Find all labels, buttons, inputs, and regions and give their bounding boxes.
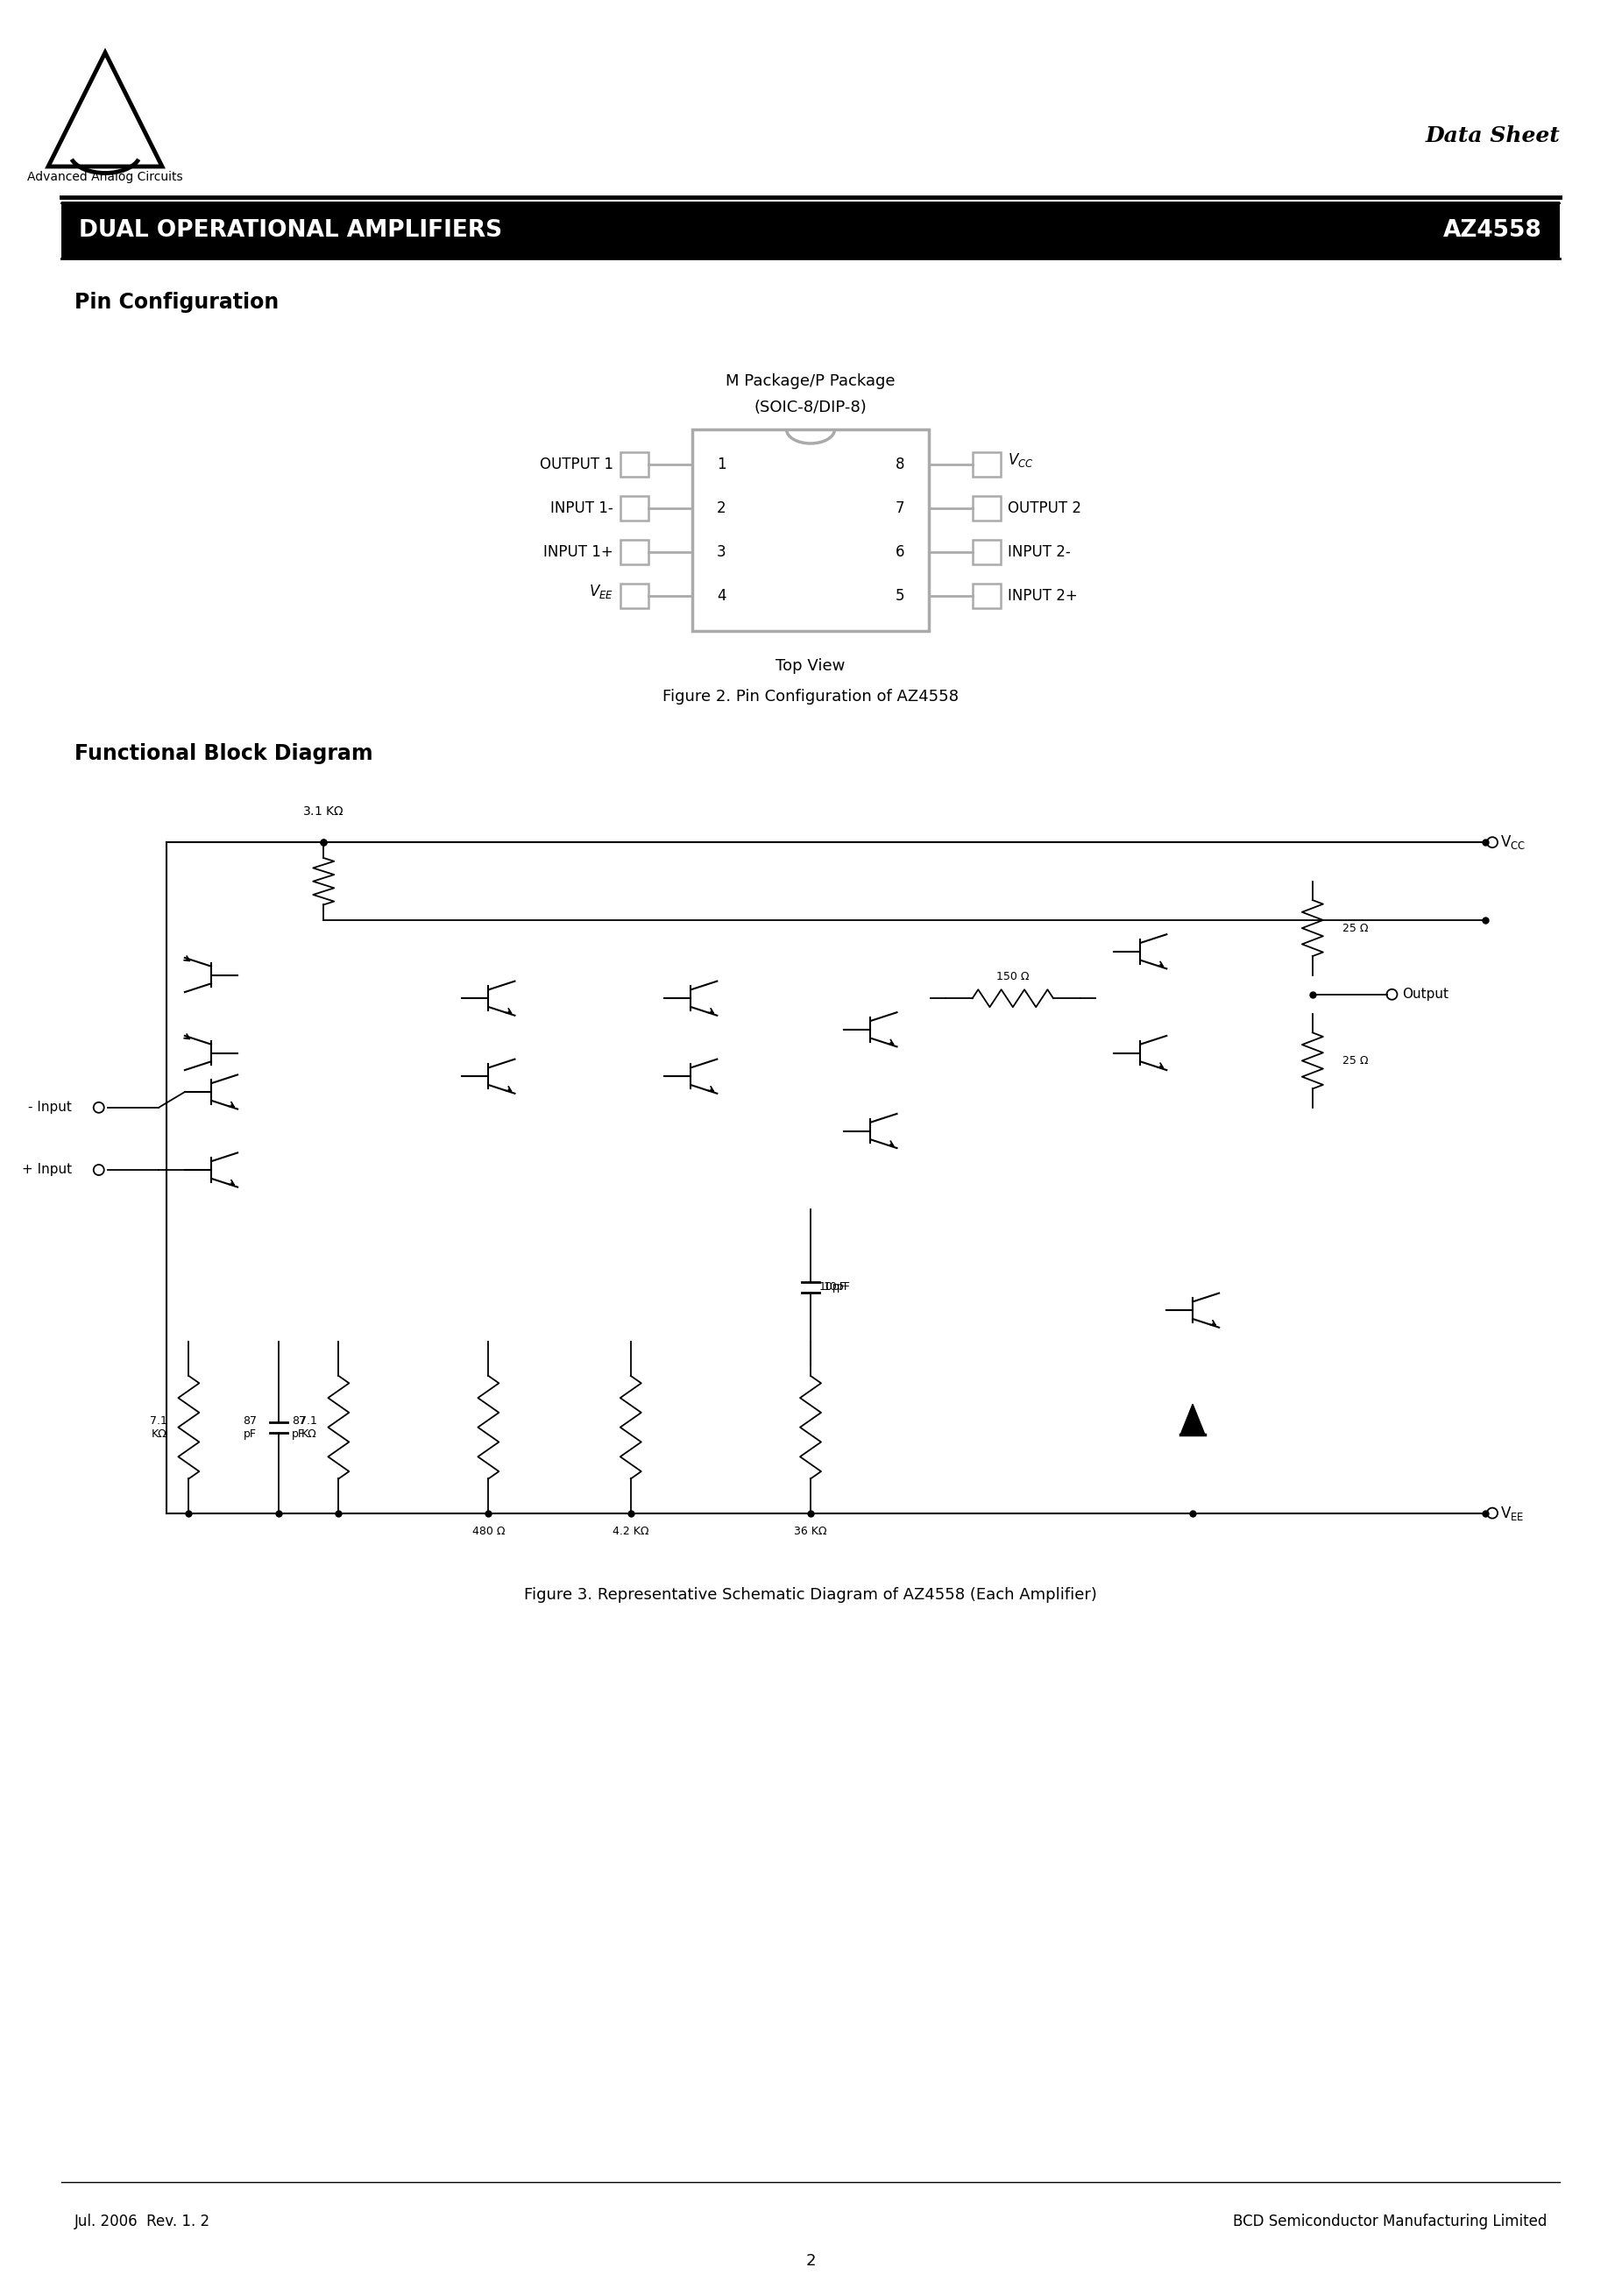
Text: 4: 4 [717, 588, 727, 604]
Text: 87
pF: 87 pF [243, 1414, 256, 1440]
Text: $V_{EE}$: $V_{EE}$ [589, 583, 613, 599]
Text: 87
pF: 87 pF [292, 1414, 307, 1440]
Text: $\mathregular{V_{EE}}$: $\mathregular{V_{EE}}$ [1500, 1504, 1525, 1522]
Text: BCD Semiconductor Manufacturing Limited: BCD Semiconductor Manufacturing Limited [1233, 2213, 1547, 2229]
Text: 25 Ω: 25 Ω [1343, 923, 1369, 934]
Text: 7.1
KΩ: 7.1 KΩ [149, 1414, 167, 1440]
Text: $V_{CC}$: $V_{CC}$ [1007, 452, 1033, 468]
Text: M Package/P Package: M Package/P Package [725, 374, 895, 388]
Text: INPUT 1-: INPUT 1- [550, 501, 613, 517]
Text: 150 Ω: 150 Ω [996, 971, 1030, 983]
Text: Top View: Top View [775, 659, 845, 675]
Text: 7.1
KΩ: 7.1 KΩ [300, 1414, 318, 1440]
Text: INPUT 1+: INPUT 1+ [543, 544, 613, 560]
Text: + Input: + Input [21, 1164, 71, 1176]
Text: INPUT 2-: INPUT 2- [1007, 544, 1071, 560]
Polygon shape [1181, 1405, 1205, 1435]
Text: - Input: - Input [28, 1102, 71, 1114]
Text: Jul. 2006  Rev. 1. 2: Jul. 2006 Rev. 1. 2 [75, 2213, 211, 2229]
Text: Pin Configuration: Pin Configuration [75, 292, 279, 312]
Text: Data Sheet: Data Sheet [1426, 126, 1560, 147]
Text: OUTPUT 2: OUTPUT 2 [1007, 501, 1082, 517]
Text: (SOIC-8/DIP-8): (SOIC-8/DIP-8) [754, 400, 868, 416]
Text: Output: Output [1403, 987, 1448, 1001]
Text: 10pF: 10pF [819, 1281, 847, 1293]
Text: 480 Ω: 480 Ω [472, 1527, 504, 1536]
Text: 8: 8 [895, 457, 905, 473]
Text: 2: 2 [806, 2252, 816, 2268]
Bar [620, 583, 649, 608]
Bar [973, 540, 1001, 565]
Text: 5: 5 [895, 588, 905, 604]
Text: $\mathregular{V_{CC}}$: $\mathregular{V_{CC}}$ [1500, 833, 1525, 852]
Text: Advanced Analog Circuits: Advanced Analog Circuits [28, 170, 183, 184]
Text: Functional Block Diagram: Functional Block Diagram [75, 744, 373, 765]
Bar [973, 496, 1001, 521]
Bar [620, 540, 649, 565]
Bar [693, 429, 929, 631]
Text: DUAL OPERATIONAL AMPLIFIERS: DUAL OPERATIONAL AMPLIFIERS [79, 218, 503, 241]
Text: 3.1 K$\Omega$: 3.1 K$\Omega$ [303, 806, 344, 817]
Polygon shape [81, 83, 130, 145]
Bar [620, 452, 649, 478]
Text: 6: 6 [895, 544, 905, 560]
Text: 25 Ω: 25 Ω [1343, 1056, 1369, 1065]
Bar [62, 202, 1560, 259]
Text: 3: 3 [717, 544, 727, 560]
Bar [973, 452, 1001, 478]
Text: 1: 1 [717, 457, 727, 473]
Text: Figure 3. Representative Schematic Diagram of AZ4558 (Each Amplifier): Figure 3. Representative Schematic Diagr… [524, 1587, 1096, 1603]
Text: 7: 7 [895, 501, 905, 517]
Text: Figure 2. Pin Configuration of AZ4558: Figure 2. Pin Configuration of AZ4558 [662, 689, 959, 705]
Text: 2: 2 [717, 501, 727, 517]
Text: OUTPUT 1: OUTPUT 1 [540, 457, 613, 473]
Text: 36 KΩ: 36 KΩ [795, 1527, 827, 1536]
Bar [620, 496, 649, 521]
Text: INPUT 2+: INPUT 2+ [1007, 588, 1077, 604]
Text: 10pF: 10pF [824, 1281, 852, 1293]
Text: AZ4558: AZ4558 [1444, 218, 1543, 241]
Text: 4.2 KΩ: 4.2 KΩ [613, 1527, 649, 1536]
Bar [973, 583, 1001, 608]
